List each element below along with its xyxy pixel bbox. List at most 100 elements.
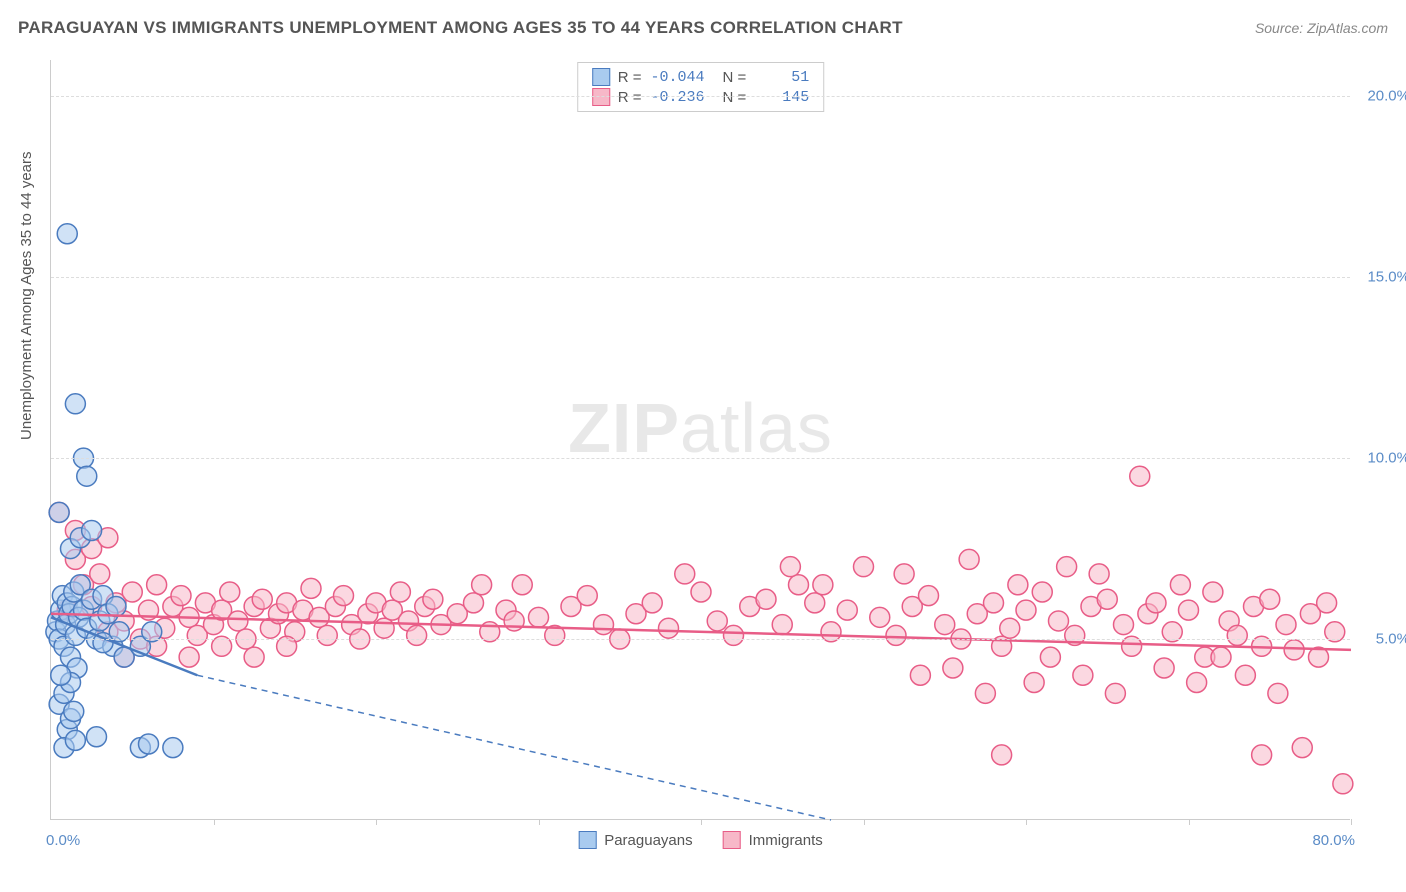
data-point	[1008, 575, 1028, 595]
data-point	[374, 618, 394, 638]
data-point	[1000, 618, 1020, 638]
data-point	[1097, 589, 1117, 609]
data-point	[244, 647, 264, 667]
data-point	[1146, 593, 1166, 613]
data-point	[1292, 738, 1312, 758]
data-point	[1130, 466, 1150, 486]
x-tick	[1351, 819, 1352, 825]
data-point	[992, 745, 1012, 765]
y-axis-label: Unemployment Among Ages 35 to 44 years	[18, 151, 35, 440]
data-point	[805, 593, 825, 613]
n-label: N =	[723, 69, 747, 86]
data-point	[90, 564, 110, 584]
data-point	[1024, 672, 1044, 692]
data-point	[252, 589, 272, 609]
data-point	[1260, 589, 1280, 609]
data-point	[1114, 615, 1134, 635]
data-point	[163, 738, 183, 758]
data-point	[423, 589, 443, 609]
data-point	[1203, 582, 1223, 602]
data-point	[886, 625, 906, 645]
data-point	[780, 557, 800, 577]
r-label: R =	[618, 69, 642, 86]
swatch-paraguayans	[592, 68, 610, 86]
data-point	[472, 575, 492, 595]
data-point	[1170, 575, 1190, 595]
data-point	[65, 394, 85, 414]
data-point	[171, 586, 191, 606]
data-point	[1227, 625, 1247, 645]
x-tick	[864, 819, 865, 825]
data-point	[1040, 647, 1060, 667]
data-point	[106, 596, 126, 616]
data-point	[390, 582, 410, 602]
data-point	[935, 615, 955, 635]
data-point	[512, 575, 532, 595]
chart-title: PARAGUAYAN VS IMMIGRANTS UNEMPLOYMENT AM…	[18, 18, 903, 38]
data-point	[959, 549, 979, 569]
data-point	[139, 734, 159, 754]
data-point	[1187, 672, 1207, 692]
data-point	[813, 575, 833, 595]
r-value-paraguayans: -0.044	[650, 69, 705, 86]
data-point	[49, 502, 69, 522]
n-value-paraguayans: 51	[754, 69, 809, 86]
y-tick-label: 20.0%	[1367, 88, 1406, 105]
data-point	[1179, 600, 1199, 620]
data-point	[870, 607, 890, 627]
data-point	[1032, 582, 1052, 602]
data-point	[1089, 564, 1109, 584]
data-point	[1105, 683, 1125, 703]
data-point	[854, 557, 874, 577]
data-point	[594, 615, 614, 635]
x-axis-end-label: 80.0%	[1312, 832, 1355, 849]
legend-label-paraguayans: Paraguayans	[604, 832, 692, 849]
x-tick	[539, 819, 540, 825]
data-point	[228, 611, 248, 631]
source-attribution: Source: ZipAtlas.com	[1255, 20, 1388, 36]
data-point	[122, 582, 142, 602]
data-point	[334, 586, 354, 606]
data-point	[1268, 683, 1288, 703]
bottom-legend: Paraguayans Immigrants	[578, 831, 823, 849]
data-point	[1049, 611, 1069, 631]
x-tick	[376, 819, 377, 825]
data-point	[1211, 647, 1231, 667]
swatch-paraguayans	[578, 831, 596, 849]
y-tick-label: 10.0%	[1367, 450, 1406, 467]
legend-item-immigrants: Immigrants	[723, 831, 823, 849]
data-point	[1016, 600, 1036, 620]
data-point	[64, 701, 84, 721]
data-point	[1333, 774, 1353, 794]
data-point	[464, 593, 484, 613]
data-point	[179, 647, 199, 667]
data-point	[642, 593, 662, 613]
data-point	[724, 625, 744, 645]
data-point	[1235, 665, 1255, 685]
plot-area: ZIPatlas R = -0.044 N = 51 R = -0.236 N …	[50, 60, 1350, 820]
data-point	[147, 575, 167, 595]
x-tick	[1189, 819, 1190, 825]
data-point	[1276, 615, 1296, 635]
data-point	[57, 224, 77, 244]
data-point	[577, 586, 597, 606]
data-point	[301, 578, 321, 598]
data-point	[984, 593, 1004, 613]
data-point	[317, 625, 337, 645]
data-point	[772, 615, 792, 635]
y-tick-label: 5.0%	[1376, 631, 1406, 648]
data-point	[1057, 557, 1077, 577]
data-point	[1154, 658, 1174, 678]
data-point	[943, 658, 963, 678]
stats-row-paraguayans: R = -0.044 N = 51	[592, 67, 810, 87]
data-point	[691, 582, 711, 602]
data-point	[51, 665, 71, 685]
data-point	[1252, 745, 1272, 765]
gridline	[51, 277, 1350, 278]
data-point	[894, 564, 914, 584]
gridline	[51, 458, 1350, 459]
legend-label-immigrants: Immigrants	[749, 832, 823, 849]
data-point	[919, 586, 939, 606]
gridline	[51, 639, 1350, 640]
data-point	[87, 727, 107, 747]
